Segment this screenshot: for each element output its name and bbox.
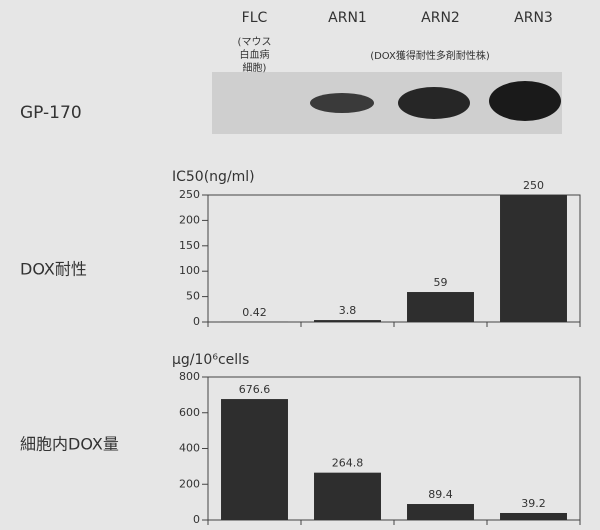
blot	[212, 72, 562, 134]
blot-band	[489, 81, 561, 121]
value-label: 3.8	[339, 304, 357, 317]
y-axis-title: IC50(ng/ml)	[172, 169, 255, 185]
blot-band	[398, 87, 470, 119]
bar	[314, 320, 381, 322]
y-tick-label: 400	[179, 442, 200, 455]
value-label: 39.2	[521, 497, 546, 510]
flc-note: 細胞)	[243, 61, 267, 74]
y-tick-label: 600	[179, 406, 200, 419]
column-label: ARN3	[514, 10, 553, 26]
y-tick-label: 250	[179, 188, 200, 201]
value-label: 0.42	[242, 306, 267, 319]
column-label: ARN1	[328, 10, 367, 26]
blot-label: GP-170	[20, 103, 82, 123]
value-label: 89.4	[428, 488, 453, 501]
y-tick-label: 200	[179, 477, 200, 490]
bar	[407, 504, 474, 520]
y-tick-label: 200	[179, 213, 200, 226]
y-tick-label: 50	[186, 290, 200, 303]
y-tick-label: 0	[193, 315, 200, 328]
y-tick-label: 0	[193, 513, 200, 526]
value-label: 59	[434, 276, 448, 289]
bar	[500, 513, 567, 520]
column-label: FLC	[242, 10, 268, 26]
bar	[407, 292, 474, 322]
flc-note: 白血病	[240, 48, 270, 61]
value-label: 250	[523, 179, 544, 192]
bar	[221, 399, 288, 520]
row-label: DOX耐性	[20, 260, 87, 279]
y-tick-label: 150	[179, 239, 200, 252]
resistant-note: (DOX獲得耐性多剤耐性株)	[370, 49, 490, 62]
value-label: 264.8	[332, 457, 364, 470]
flc-note: (マウス	[238, 36, 272, 48]
column-label: ARN2	[421, 10, 460, 26]
y-axis-title: μg/10⁶cells	[172, 352, 249, 368]
blot-band	[310, 93, 374, 113]
bar	[314, 473, 381, 520]
y-tick-label: 100	[179, 264, 200, 277]
bar	[500, 195, 567, 322]
y-tick-label: 800	[179, 370, 200, 383]
figure: GP-170 (DOX獲得耐性多剤耐性株) FLC ARN1 ARN2 ARN3 (マウ…	[0, 0, 600, 530]
value-label: 676.6	[239, 383, 271, 396]
row-label: 細胞内DOX量	[20, 435, 119, 454]
